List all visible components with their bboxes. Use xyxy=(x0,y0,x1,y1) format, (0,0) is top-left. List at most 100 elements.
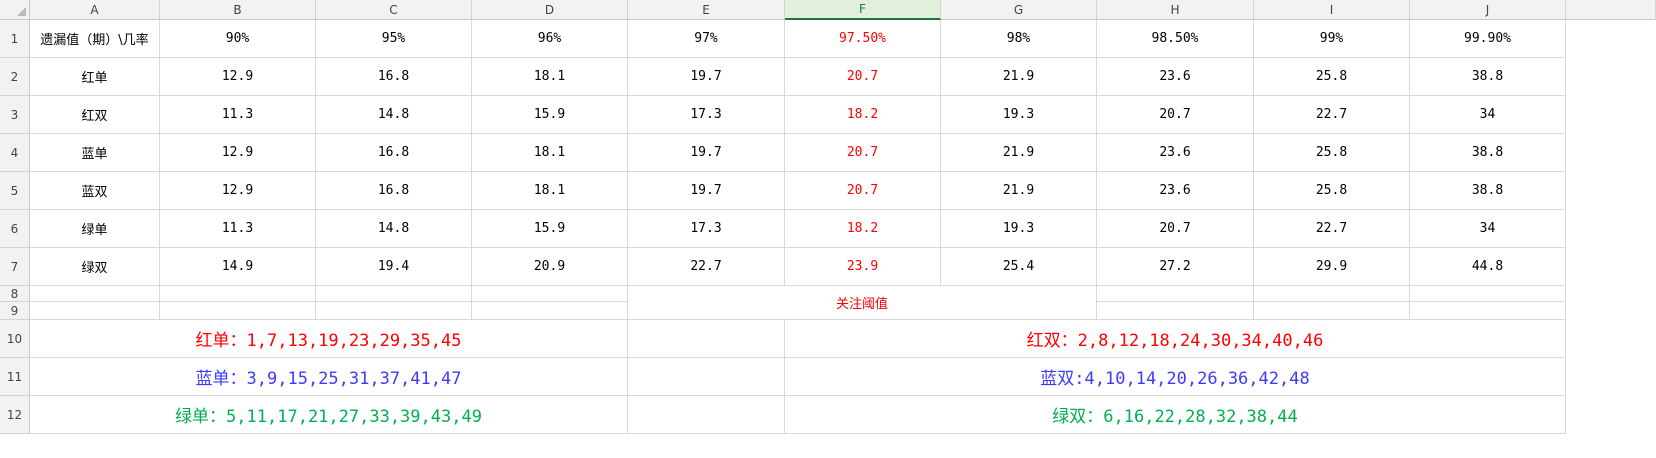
value-cell[interactable]: 44.8 xyxy=(1410,248,1566,286)
value-cell[interactable]: 12.9 xyxy=(160,58,316,96)
value-cell[interactable]: 34 xyxy=(1410,210,1566,248)
value-cell[interactable]: 20.9 xyxy=(472,248,628,286)
cell-a1-header-label[interactable]: 遗漏值（期）\几率 xyxy=(30,20,160,58)
select-all-corner[interactable] xyxy=(0,0,30,20)
value-cell[interactable]: 19.7 xyxy=(628,58,785,96)
value-cell[interactable]: 21.9 xyxy=(941,58,1097,96)
probability-header-cell[interactable]: 98% xyxy=(941,20,1097,58)
empty-cell[interactable] xyxy=(628,358,785,396)
value-cell[interactable]: 17.3 xyxy=(628,96,785,134)
column-header-j[interactable]: J xyxy=(1410,0,1566,20)
empty-cell[interactable] xyxy=(1254,302,1410,320)
column-header-e[interactable]: E xyxy=(628,0,785,20)
group-green-single-cell[interactable]: 绿单：5,11,17,21,27,33,39,43,49 xyxy=(30,396,628,434)
column-header-h[interactable]: H xyxy=(1097,0,1254,20)
row-header-9[interactable]: 9 xyxy=(0,302,30,320)
value-cell[interactable]: 21.9 xyxy=(941,134,1097,172)
empty-cell[interactable] xyxy=(1254,286,1410,302)
probability-header-cell[interactable]: 95% xyxy=(316,20,472,58)
group-red-single-cell[interactable]: 红单：1,7,13,19,23,29,35,45 xyxy=(30,320,628,358)
value-cell[interactable]: 18.2 xyxy=(785,210,941,248)
value-cell[interactable]: 15.9 xyxy=(472,210,628,248)
value-cell[interactable]: 23.6 xyxy=(1097,172,1254,210)
value-cell[interactable]: 19.3 xyxy=(941,210,1097,248)
probability-header-cell[interactable]: 90% xyxy=(160,20,316,58)
row-label-cell[interactable]: 红双 xyxy=(30,96,160,134)
value-cell[interactable]: 22.7 xyxy=(1254,96,1410,134)
empty-cell[interactable] xyxy=(628,396,785,434)
empty-cell[interactable] xyxy=(30,302,160,320)
probability-header-cell[interactable]: 97% xyxy=(628,20,785,58)
column-header-d[interactable]: D xyxy=(472,0,628,20)
row-header-3[interactable]: 3 xyxy=(0,96,30,134)
row-label-cell[interactable]: 蓝双 xyxy=(30,172,160,210)
value-cell[interactable]: 19.7 xyxy=(628,172,785,210)
group-blue-double-cell[interactable]: 蓝双:4,10,14,20,26,36,42,48 xyxy=(785,358,1566,396)
value-cell[interactable]: 18.1 xyxy=(472,172,628,210)
value-cell[interactable]: 15.9 xyxy=(472,96,628,134)
value-cell[interactable]: 16.8 xyxy=(316,172,472,210)
value-cell[interactable]: 21.9 xyxy=(941,172,1097,210)
value-cell[interactable]: 20.7 xyxy=(1097,96,1254,134)
row-header-1[interactable]: 1 xyxy=(0,20,30,58)
column-header-g[interactable]: G xyxy=(941,0,1097,20)
empty-cell[interactable] xyxy=(30,286,160,302)
value-cell[interactable]: 19.4 xyxy=(316,248,472,286)
row-header-11[interactable]: 11 xyxy=(0,358,30,396)
column-header-a[interactable]: A xyxy=(30,0,160,20)
value-cell[interactable]: 18.1 xyxy=(472,134,628,172)
empty-cell[interactable] xyxy=(316,302,472,320)
row-header-12[interactable]: 12 xyxy=(0,396,30,434)
value-cell[interactable]: 11.3 xyxy=(160,96,316,134)
row-header-2[interactable]: 2 xyxy=(0,58,30,96)
probability-header-cell[interactable]: 99% xyxy=(1254,20,1410,58)
empty-cell[interactable] xyxy=(472,286,628,302)
value-cell[interactable]: 12.9 xyxy=(160,172,316,210)
row-header-8[interactable]: 8 xyxy=(0,286,30,302)
empty-cell[interactable] xyxy=(1097,302,1254,320)
value-cell[interactable]: 20.7 xyxy=(785,172,941,210)
empty-cell[interactable] xyxy=(160,286,316,302)
probability-header-cell[interactable]: 97.50% xyxy=(785,20,941,58)
row-label-cell[interactable]: 蓝单 xyxy=(30,134,160,172)
value-cell[interactable]: 16.8 xyxy=(316,134,472,172)
group-blue-single-cell[interactable]: 蓝单：3,9,15,25,31,37,41,47 xyxy=(30,358,628,396)
value-cell[interactable]: 25.8 xyxy=(1254,172,1410,210)
value-cell[interactable]: 22.7 xyxy=(628,248,785,286)
value-cell[interactable]: 14.8 xyxy=(316,96,472,134)
value-cell[interactable]: 19.3 xyxy=(941,96,1097,134)
empty-cell[interactable] xyxy=(472,302,628,320)
column-header-f[interactable]: F xyxy=(785,0,941,20)
column-header-b[interactable]: B xyxy=(160,0,316,20)
value-cell[interactable]: 23.9 xyxy=(785,248,941,286)
empty-cell[interactable] xyxy=(160,302,316,320)
value-cell[interactable]: 38.8 xyxy=(1410,134,1566,172)
group-red-double-cell[interactable]: 红双：2,8,12,18,24,30,34,40,46 xyxy=(785,320,1566,358)
row-header-7[interactable]: 7 xyxy=(0,248,30,286)
value-cell[interactable]: 34 xyxy=(1410,96,1566,134)
row-label-cell[interactable]: 红单 xyxy=(30,58,160,96)
value-cell[interactable]: 16.8 xyxy=(316,58,472,96)
probability-header-cell[interactable]: 96% xyxy=(472,20,628,58)
empty-cell[interactable] xyxy=(1410,302,1566,320)
value-cell[interactable]: 23.6 xyxy=(1097,58,1254,96)
probability-header-cell[interactable]: 99.90% xyxy=(1410,20,1566,58)
row-header-6[interactable]: 6 xyxy=(0,210,30,248)
value-cell[interactable]: 14.8 xyxy=(316,210,472,248)
value-cell[interactable]: 19.7 xyxy=(628,134,785,172)
row-header-5[interactable]: 5 xyxy=(0,172,30,210)
value-cell[interactable]: 25.8 xyxy=(1254,134,1410,172)
value-cell[interactable]: 12.9 xyxy=(160,134,316,172)
value-cell[interactable]: 23.6 xyxy=(1097,134,1254,172)
empty-cell[interactable] xyxy=(1410,286,1566,302)
value-cell[interactable]: 17.3 xyxy=(628,210,785,248)
value-cell[interactable]: 20.7 xyxy=(1097,210,1254,248)
value-cell[interactable]: 20.7 xyxy=(785,58,941,96)
value-cell[interactable]: 18.2 xyxy=(785,96,941,134)
empty-cell[interactable] xyxy=(1097,286,1254,302)
value-cell[interactable]: 14.9 xyxy=(160,248,316,286)
value-cell[interactable]: 38.8 xyxy=(1410,58,1566,96)
value-cell[interactable]: 29.9 xyxy=(1254,248,1410,286)
row-header-10[interactable]: 10 xyxy=(0,320,30,358)
value-cell[interactable]: 20.7 xyxy=(785,134,941,172)
